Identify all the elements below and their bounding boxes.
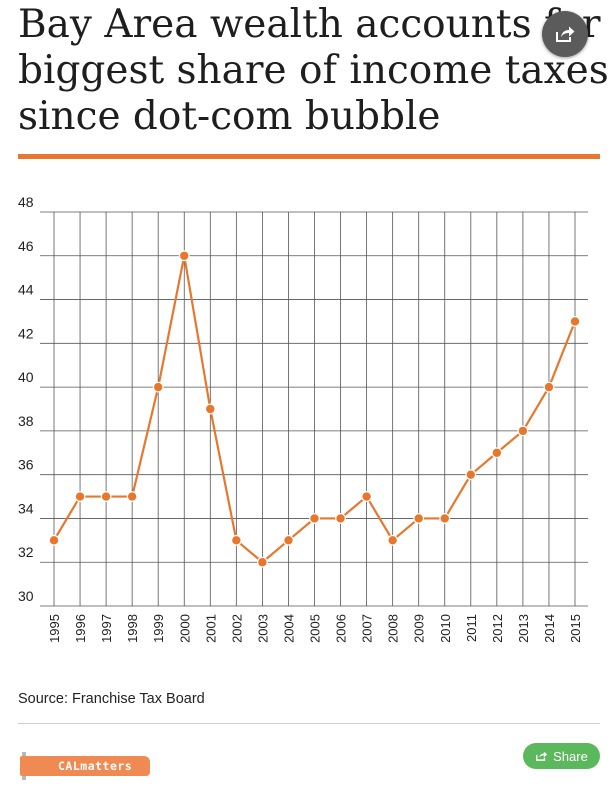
y-tick-label: 40 [18,369,34,385]
title-line-2: biggest share of income taxes [18,48,609,93]
data-point [74,491,86,502]
y-tick-label: 38 [18,413,34,429]
footer-divider [18,723,600,724]
data-point [257,556,268,568]
y-tick-label: 30 [18,588,34,604]
data-point [126,491,138,502]
y-tick-label: 34 [18,500,34,516]
data-point [361,491,373,502]
y-tick-label: 48 [18,194,34,210]
x-tick-label: 2015 [568,614,583,643]
source-note: Source: Franchise Tax Board [18,691,205,707]
x-tick-label: 1999 [151,614,166,643]
logo-text: CALmatters [58,759,133,773]
x-tick-label: 2009 [412,614,427,643]
data-point [100,491,112,502]
data-point [491,447,503,459]
x-tick-label: 2014 [542,614,557,643]
data-point [309,513,320,524]
data-point [413,513,425,524]
data-point [152,381,164,393]
x-tick-label: 1997 [99,614,114,643]
x-tick-label: 2008 [386,614,401,643]
chart-title: Bay Area wealth accounts for biggest sha… [18,2,613,140]
y-tick-label: 44 [18,282,34,298]
data-point [283,534,294,546]
data-point [543,381,555,393]
x-tick-label: 2011 [464,614,479,642]
x-tick-label: 2010 [438,614,453,643]
x-tick-label: 2004 [281,614,296,643]
share-icon [536,751,548,761]
data-point [204,403,216,415]
x-tick-label: 2001 [203,614,218,643]
title-rule [18,154,600,159]
x-tick-label: 2005 [308,614,323,643]
x-tick-label: 1998 [125,614,140,643]
x-tick-label: 1995 [47,614,62,643]
logo-swash [20,756,150,776]
x-tick-label: 2000 [177,614,192,643]
x-tick-label: 2013 [516,614,531,643]
data-point [439,513,451,524]
data-point [178,250,190,262]
data-point [465,469,477,481]
floating-share-button[interactable] [542,11,588,57]
y-tick-label: 42 [18,325,34,341]
data-point [569,316,581,327]
y-tick-label: 36 [18,457,34,473]
share-icon [556,26,575,42]
title-line-3: since dot-com bubble [18,94,441,139]
line-chart: 30 32 34 36 38 40 42 44 46 48 1995 1996 1997 1998 1999… [18,194,588,643]
x-tick-label: 2003 [255,614,270,643]
y-tick-label: 46 [18,238,34,254]
data-point [335,513,346,524]
y-tick-label: 32 [18,544,34,560]
x-tick-label: 2006 [334,614,349,643]
title-line-1: Bay Area wealth accounts for [18,2,601,47]
x-tick-label: 1996 [73,614,88,643]
data-point [48,534,60,546]
x-tick-label: 2007 [360,614,375,643]
data-point [230,534,242,546]
share-button[interactable]: Share [523,743,600,769]
data-point [387,534,399,546]
x-tick-label: 2002 [229,614,244,643]
calmatters-logo[interactable]: CALmatters [20,750,152,782]
x-tick-label: 2012 [490,614,505,643]
data-point [517,425,529,437]
share-label: Share [553,748,588,764]
